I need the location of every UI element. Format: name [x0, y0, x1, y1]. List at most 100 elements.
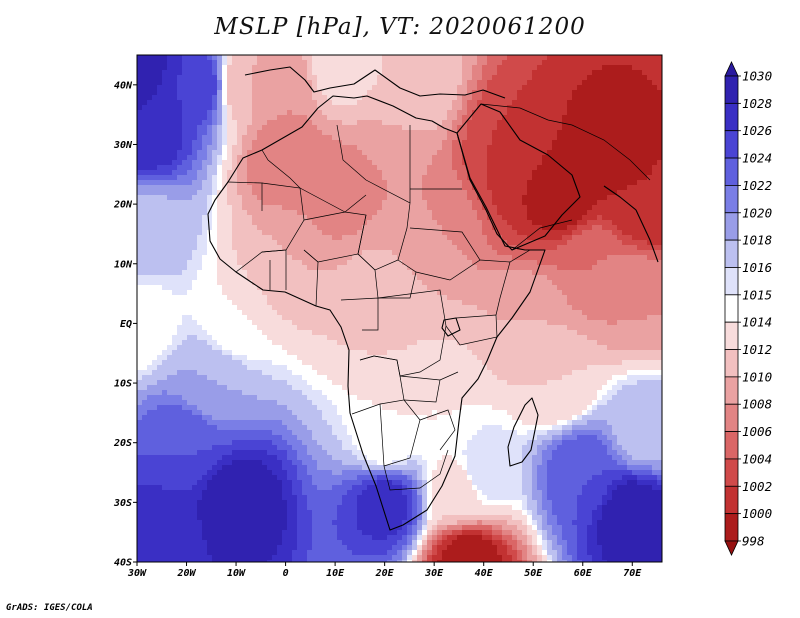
field-cell [297, 335, 303, 341]
field-cell [362, 170, 368, 176]
field-cell [352, 475, 358, 481]
field-cell [337, 465, 343, 471]
field-cell [252, 450, 258, 456]
field-cell [347, 465, 353, 471]
field-cell [342, 225, 348, 231]
field-cell [372, 225, 378, 231]
field-cell [162, 350, 168, 356]
field-cell [212, 405, 218, 411]
field-cell [157, 400, 163, 406]
field-cell [257, 125, 263, 131]
field-cell [262, 155, 268, 161]
field-cell [307, 280, 313, 286]
field-cell [232, 170, 238, 176]
field-cell [357, 100, 363, 106]
field-cell [372, 460, 378, 466]
field-cell [212, 475, 218, 481]
field-cell [262, 125, 268, 131]
field-cell [277, 160, 283, 166]
field-cell [357, 60, 363, 66]
field-cell [287, 550, 293, 556]
field-cell [317, 90, 323, 96]
field-cell [302, 70, 308, 76]
field-cell [292, 120, 298, 126]
field-cell [317, 495, 323, 501]
field-cell [352, 185, 358, 191]
field-cell [282, 300, 288, 306]
field-cell [307, 190, 313, 196]
field-cell [177, 150, 183, 156]
field-cell [307, 360, 313, 366]
field-cell [222, 220, 228, 226]
field-cell [232, 180, 238, 186]
field-cell [282, 430, 288, 436]
field-cell [342, 475, 348, 481]
field-cell [332, 360, 338, 366]
field-cell [257, 115, 263, 121]
field-cell [157, 370, 163, 376]
field-cell [317, 510, 323, 516]
field-cell [332, 475, 338, 481]
field-cell [292, 360, 298, 366]
field-cell [192, 330, 198, 336]
field-cell [222, 135, 228, 141]
field-cell [332, 330, 338, 336]
field-cell [237, 395, 243, 401]
field-cell [292, 320, 298, 326]
field-cell [202, 235, 208, 241]
field-cell [327, 460, 333, 466]
field-cell [157, 415, 163, 421]
field-cell [267, 335, 273, 341]
field-cell [297, 530, 303, 536]
field-cell [357, 75, 363, 81]
field-cell [287, 465, 293, 471]
field-cell [377, 90, 383, 96]
field-cell [152, 130, 158, 136]
field-cell [202, 320, 208, 326]
field-cell [327, 120, 333, 126]
field-cell [152, 390, 158, 396]
field-cell [237, 210, 243, 216]
field-cell [242, 165, 248, 171]
field-cell [327, 210, 333, 216]
field-cell [222, 505, 228, 511]
field-cell [287, 530, 293, 536]
field-cell [147, 305, 153, 311]
field-cell [287, 525, 293, 531]
field-cell [342, 210, 348, 216]
field-cell [192, 470, 198, 476]
field-cell [377, 185, 383, 191]
field-cell [202, 190, 208, 196]
field-cell [202, 105, 208, 111]
field-cell [197, 260, 203, 266]
field-cell [212, 305, 218, 311]
field-cell [252, 440, 258, 446]
field-cell [247, 355, 253, 361]
field-cell [182, 530, 188, 536]
field-cell [312, 395, 318, 401]
field-cell [292, 435, 298, 441]
field-cell [277, 475, 283, 481]
field-cell [357, 275, 363, 281]
field-cell [157, 205, 163, 211]
field-cell [362, 135, 368, 141]
field-cell [307, 185, 313, 191]
field-cell [287, 290, 293, 296]
field-cell [212, 330, 218, 336]
field-cell [312, 115, 318, 121]
field-cell [192, 545, 198, 551]
field-cell [312, 360, 318, 366]
field-cell [297, 80, 303, 86]
field-cell [377, 395, 383, 401]
field-cell [252, 435, 258, 441]
field-cell [217, 150, 223, 156]
field-cell [277, 330, 283, 336]
field-cell [222, 450, 228, 456]
field-cell [187, 390, 193, 396]
field-cell [282, 465, 288, 471]
field-cell [167, 235, 173, 241]
field-cell [372, 465, 378, 471]
field-cell [347, 510, 353, 516]
field-cell [282, 375, 288, 381]
field-cell [187, 410, 193, 416]
